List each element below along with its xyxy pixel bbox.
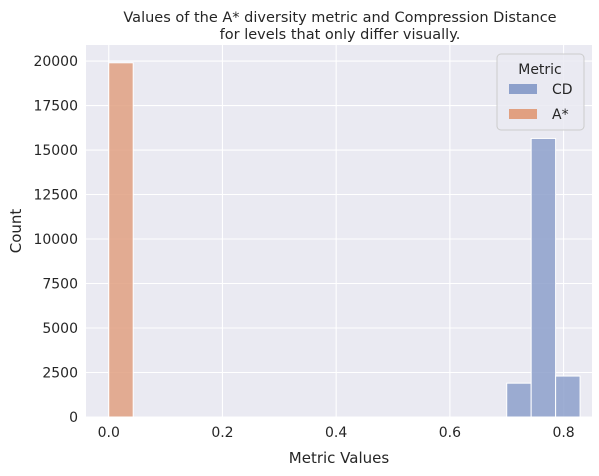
x-tick-label-0-2: 0.2 xyxy=(211,425,233,441)
y-tick-label-0: 0 xyxy=(69,410,78,426)
bar-A-0 xyxy=(108,62,134,418)
legend: Metric CD A* xyxy=(496,53,585,131)
gridlines xyxy=(86,45,592,418)
bar-CD-1 xyxy=(530,137,557,418)
x-tick-label-0: 0.0 xyxy=(98,425,120,441)
bar-CD-0 xyxy=(506,382,532,418)
y-axis-label: Count xyxy=(7,209,25,254)
x-tick-label-0-8: 0.8 xyxy=(552,425,574,441)
x-tick-labels: 0.0 0.2 0.4 0.6 0.8 xyxy=(98,425,575,441)
y-tick-label-17500: 17500 xyxy=(33,99,78,115)
y-tick-label-15000: 15000 xyxy=(33,143,78,159)
x-tick-label-0-6: 0.6 xyxy=(439,425,461,441)
chart-title-line-2: for levels that only differ visually. xyxy=(220,27,461,43)
y-tick-label-20000: 20000 xyxy=(33,54,78,70)
x-axis-label: Metric Values xyxy=(289,449,390,467)
bars xyxy=(108,62,581,418)
legend-label-astar: A* xyxy=(552,107,569,123)
legend-label-cd: CD xyxy=(552,82,573,98)
legend-swatch-astar xyxy=(509,109,537,119)
bar-CD-2 xyxy=(555,375,581,418)
y-tick-label-10000: 10000 xyxy=(33,232,78,248)
y-tick-label-2500: 2500 xyxy=(42,366,78,382)
legend-swatch-cd xyxy=(509,84,537,94)
chart-title-line-1: Values of the A* diversity metric and Co… xyxy=(123,10,556,26)
x-tick-label-0-4: 0.4 xyxy=(325,425,347,441)
y-tick-labels: 0 2500 5000 7500 10000 12500 15000 17500 20000 xyxy=(33,54,78,426)
y-tick-label-7500: 7500 xyxy=(42,277,78,293)
legend-title: Metric xyxy=(518,62,562,78)
y-tick-label-5000: 5000 xyxy=(42,321,78,337)
y-tick-label-12500: 12500 xyxy=(33,188,78,204)
